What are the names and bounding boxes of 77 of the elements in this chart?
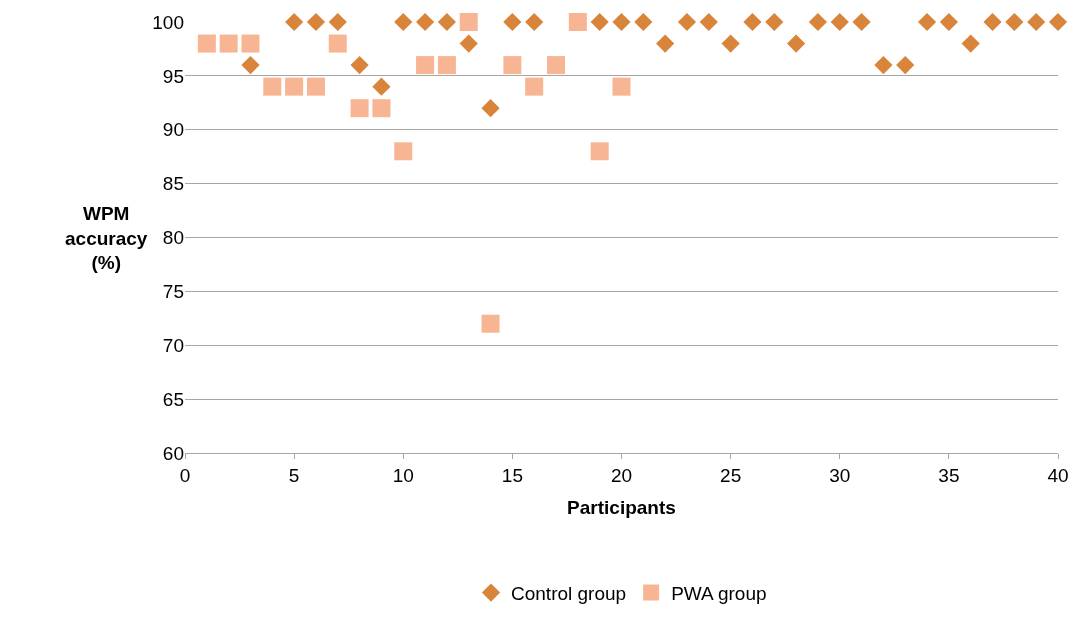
point [917, 12, 937, 32]
y-axis-title: WPM accuracy (%) [65, 203, 148, 274]
point [787, 34, 806, 53]
point [677, 12, 697, 32]
point [590, 12, 609, 32]
point [830, 12, 849, 32]
y-tick-label: 75 [162, 281, 184, 303]
point [481, 99, 500, 118]
point [285, 12, 304, 32]
y-tick-label: 60 [162, 442, 184, 464]
point [219, 34, 238, 53]
y-tick-label: 70 [162, 334, 184, 356]
point [1027, 12, 1046, 32]
point [699, 12, 718, 32]
point [939, 12, 958, 32]
x-tick-label: 25 [720, 464, 742, 486]
point [612, 77, 631, 96]
point [1048, 12, 1068, 32]
point [459, 13, 478, 31]
x-tick-label: 10 [392, 464, 414, 486]
point [634, 12, 653, 32]
point [481, 314, 500, 333]
point [350, 99, 369, 118]
point [437, 56, 456, 75]
x-tick-label: 30 [829, 464, 851, 486]
point [808, 12, 828, 32]
point [350, 56, 369, 75]
point [525, 12, 544, 32]
point [372, 77, 391, 96]
y-tick-label: 95 [162, 65, 184, 87]
y-tick-label: 85 [162, 173, 184, 195]
point [459, 34, 478, 53]
point [263, 77, 282, 96]
point [656, 34, 675, 53]
point [896, 56, 915, 75]
point [852, 12, 871, 32]
point [328, 12, 347, 32]
point [590, 142, 609, 161]
x-axis-title: Participants [567, 496, 676, 518]
y-tick-label: 65 [162, 388, 184, 410]
point [1005, 12, 1024, 32]
x-tick-label: 0 [179, 464, 191, 486]
y-tick-label: 80 [162, 227, 184, 249]
legend-label: Control group [511, 582, 627, 604]
x-tick-label: 35 [938, 464, 960, 486]
point [306, 77, 325, 96]
point [743, 12, 762, 32]
point [241, 56, 260, 75]
x-tick-label: 20 [610, 464, 633, 486]
point [961, 34, 980, 53]
y-tick-label: 90 [162, 119, 184, 141]
point [874, 56, 893, 75]
point [285, 77, 304, 96]
x-tick-label: 40 [1047, 464, 1069, 486]
point [765, 12, 784, 32]
point [328, 34, 347, 53]
point [306, 12, 326, 32]
point [394, 142, 413, 161]
point [525, 77, 544, 96]
x-tick-label: 5 [288, 464, 300, 486]
point [415, 12, 435, 32]
point [394, 12, 413, 32]
point [372, 99, 391, 118]
point [503, 56, 522, 75]
point [612, 12, 631, 32]
legend-label: PWA group [671, 582, 767, 604]
point [568, 13, 587, 31]
point [547, 56, 566, 75]
point [416, 56, 435, 75]
point [197, 34, 216, 53]
x-tick-label: 15 [501, 464, 523, 486]
point [437, 12, 456, 32]
point [721, 34, 740, 53]
y-tick-label: 100 [152, 11, 184, 33]
point [241, 34, 260, 53]
point [503, 12, 522, 32]
point [983, 12, 1002, 32]
